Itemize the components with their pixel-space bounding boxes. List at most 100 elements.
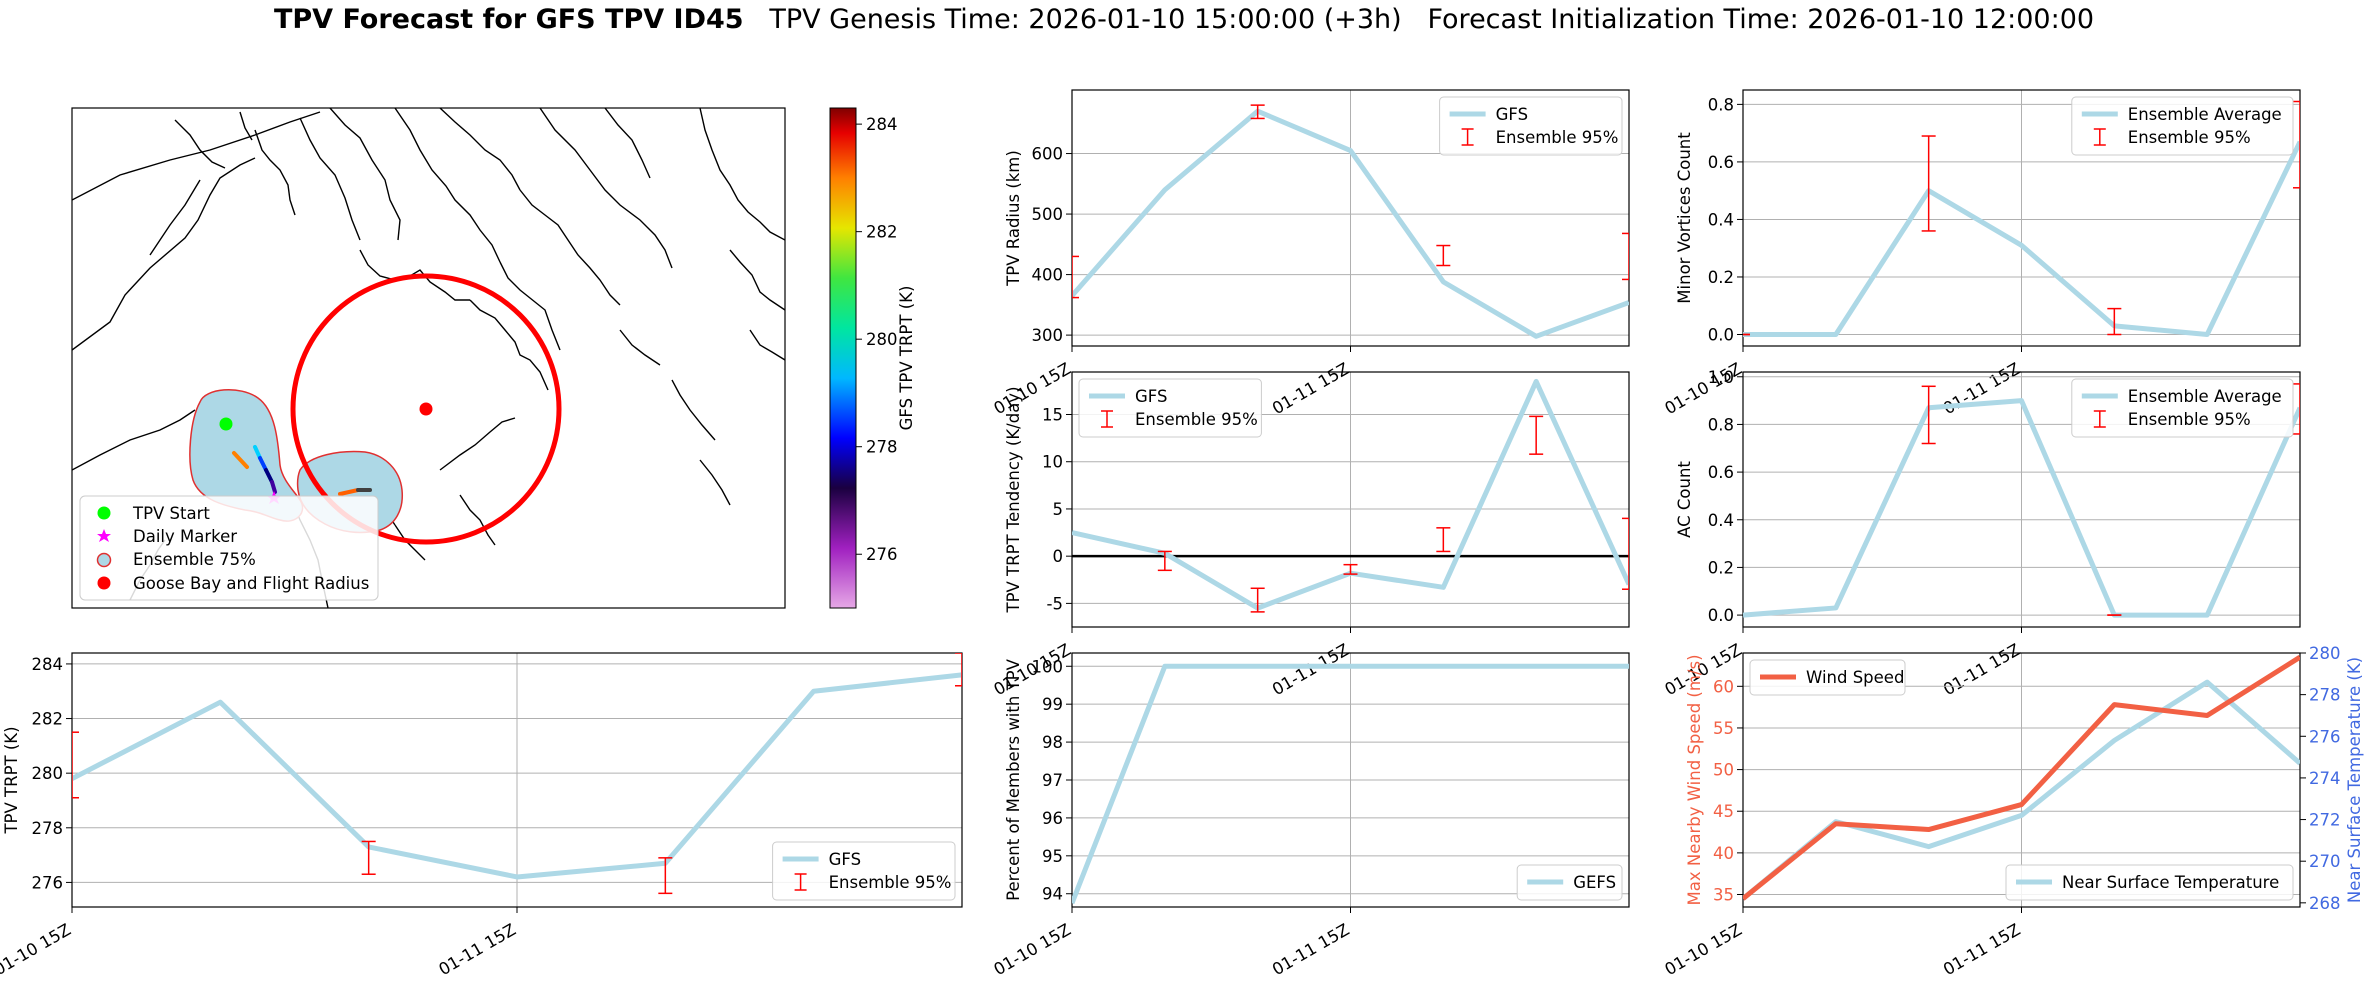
title-init: Forecast Initialization Time: 2026-01-10… <box>1427 4 2095 35</box>
tpv-start-marker <box>219 417 233 431</box>
y-tick-label: 100 <box>1032 657 1064 676</box>
y-axis-label: Max Nearby Wind Speed (m/s) <box>1685 654 1704 905</box>
legend-tpv-start-label: TPV Start <box>132 504 210 523</box>
legend-label: Ensemble 95% <box>1496 128 1619 147</box>
errorbar <box>1250 587 1265 613</box>
y-tick-label: 35 <box>1713 886 1734 905</box>
legend-label: Ensemble Average <box>2128 105 2282 124</box>
chart-members: 94 95 96 97 98 99 100 01-10 15Z 01-11 15Z Percent… <box>990 652 1630 979</box>
y-tick-label: 96 <box>1042 809 1063 828</box>
series-line <box>1743 398 2300 618</box>
y-tick-label: 15 <box>1042 406 1063 425</box>
legend-ensemble-label: Ensemble 75% <box>133 550 256 569</box>
map-legend: TPV Start Daily Marker Ensemble 75% Goos… <box>79 495 379 601</box>
legend: Near Surface Temperature <box>2005 864 2294 901</box>
goose-bay-marker <box>419 402 433 416</box>
y-tick-label: 98 <box>1042 733 1063 752</box>
legend-goose-bay-icon <box>97 576 111 590</box>
legend-label: Ensemble 95% <box>1135 410 1258 429</box>
y-tick-label: -5 <box>1047 594 1063 613</box>
x-tick-label: 01-11 15Z <box>1269 359 1353 418</box>
y-tick-label: 0.2 <box>1708 558 1734 577</box>
legend: Wind Speed <box>1749 659 1906 696</box>
legend-label: Near Surface Temperature <box>2062 873 2279 892</box>
errorbar <box>1622 232 1629 281</box>
legend-goose-bay-label: Goose Bay and Flight Radius <box>133 574 369 593</box>
series-line <box>1072 108 1629 339</box>
title-genesis: TPV Genesis Time: 2026-01-10 15:00:00 (+… <box>769 4 1402 35</box>
legend: GEFS <box>1516 864 1623 901</box>
plot-area <box>1072 663 1629 905</box>
errorbar <box>1921 385 1936 445</box>
legend: GFS Ensemble 95% <box>1078 378 1262 438</box>
legend-label: Ensemble Average <box>2128 387 2282 406</box>
legend: Ensemble Average Ensemble 95% <box>2071 378 2294 438</box>
errorbar <box>2293 100 2300 189</box>
y-axis-label: TPV TRPT (K) <box>2 726 21 834</box>
grid <box>1742 90 2300 346</box>
series-line <box>1072 663 1629 905</box>
series-line <box>72 672 962 880</box>
legend-ensemble-icon <box>96 552 112 568</box>
y-tick-label: 280 <box>32 764 64 783</box>
errorbar <box>72 731 79 799</box>
errorbar <box>1343 563 1358 575</box>
legend-box <box>2005 864 2294 901</box>
legend-label: GFS <box>1496 105 1528 124</box>
y-right-tick-label: 272 <box>2309 811 2341 830</box>
y-right-tick-label: 270 <box>2309 852 2341 871</box>
series-line <box>1743 655 2300 901</box>
x-tick-label: 01-11 15Z <box>1269 640 1353 699</box>
legend-label: GFS <box>1135 387 1167 406</box>
errorbar <box>1921 135 1936 232</box>
y-tick-label: 0.2 <box>1708 268 1734 287</box>
y-tick-label: 10 <box>1042 453 1063 472</box>
y-tick-label: 0.0 <box>1708 606 1734 625</box>
y-tick-label: 94 <box>1042 885 1063 904</box>
y-tick-label: 97 <box>1042 771 1063 790</box>
errorbar <box>1529 415 1544 455</box>
x-tick-label: 01-10 15Z <box>990 920 1074 979</box>
x-tick-label: 01-10 15Z <box>0 920 74 979</box>
y-tick-label: 500 <box>1032 205 1064 224</box>
y-tick-label: 300 <box>1032 326 1064 345</box>
y-tick-label: 400 <box>1032 266 1064 285</box>
y-tick-label: 276 <box>32 873 64 892</box>
colorbar-label: GFS TPV TRPT (K) <box>897 286 916 431</box>
legend-box <box>2071 96 2294 156</box>
legend-daily-marker-icon <box>97 529 111 542</box>
y-tick-label: 5 <box>1053 500 1064 519</box>
y-tick-label: 40 <box>1713 844 1734 863</box>
errorbar <box>955 653 962 687</box>
x-tick-label: 01-11 15Z <box>1269 920 1353 979</box>
errorbar <box>1436 527 1451 553</box>
legend: Ensemble Average Ensemble 95% <box>2071 96 2294 156</box>
errorbar <box>658 857 673 895</box>
y-axis-label: TPV Radius (km) <box>1004 150 1023 287</box>
chart-trpt: 276 278 280 282 284 01-10 15Z 01-11 15Z TPV TRP… <box>0 652 963 979</box>
y-tick-label: 50 <box>1713 761 1734 780</box>
errorbar <box>361 840 376 875</box>
plot-area <box>1743 100 2300 337</box>
legend: GFS Ensemble 95% <box>772 841 956 901</box>
colorbar-tick-label: 276 <box>866 545 898 564</box>
map-colorbar: 276 278 280 282 284 GFS TPV TRPT (K) <box>829 107 916 609</box>
y-tick-label: 278 <box>32 819 64 838</box>
map-frame <box>71 107 786 609</box>
y-tick-label: 0.4 <box>1708 210 1734 229</box>
chart-wind: 35 40 45 50 55 60 01-10 15Z 01-11 15Z Max Nearby… <box>1661 644 2364 979</box>
legend-tpv-start-icon <box>97 506 111 520</box>
y-axis-label: AC Count <box>1675 461 1694 538</box>
y-right-tick-label: 274 <box>2309 769 2341 788</box>
legend-box <box>1516 864 1623 901</box>
errorbar <box>2293 383 2300 435</box>
legend-box <box>1749 659 1906 696</box>
y-tick-label: 0.4 <box>1708 511 1734 530</box>
plot-area <box>1743 383 2300 618</box>
tpv-track <box>232 445 372 496</box>
